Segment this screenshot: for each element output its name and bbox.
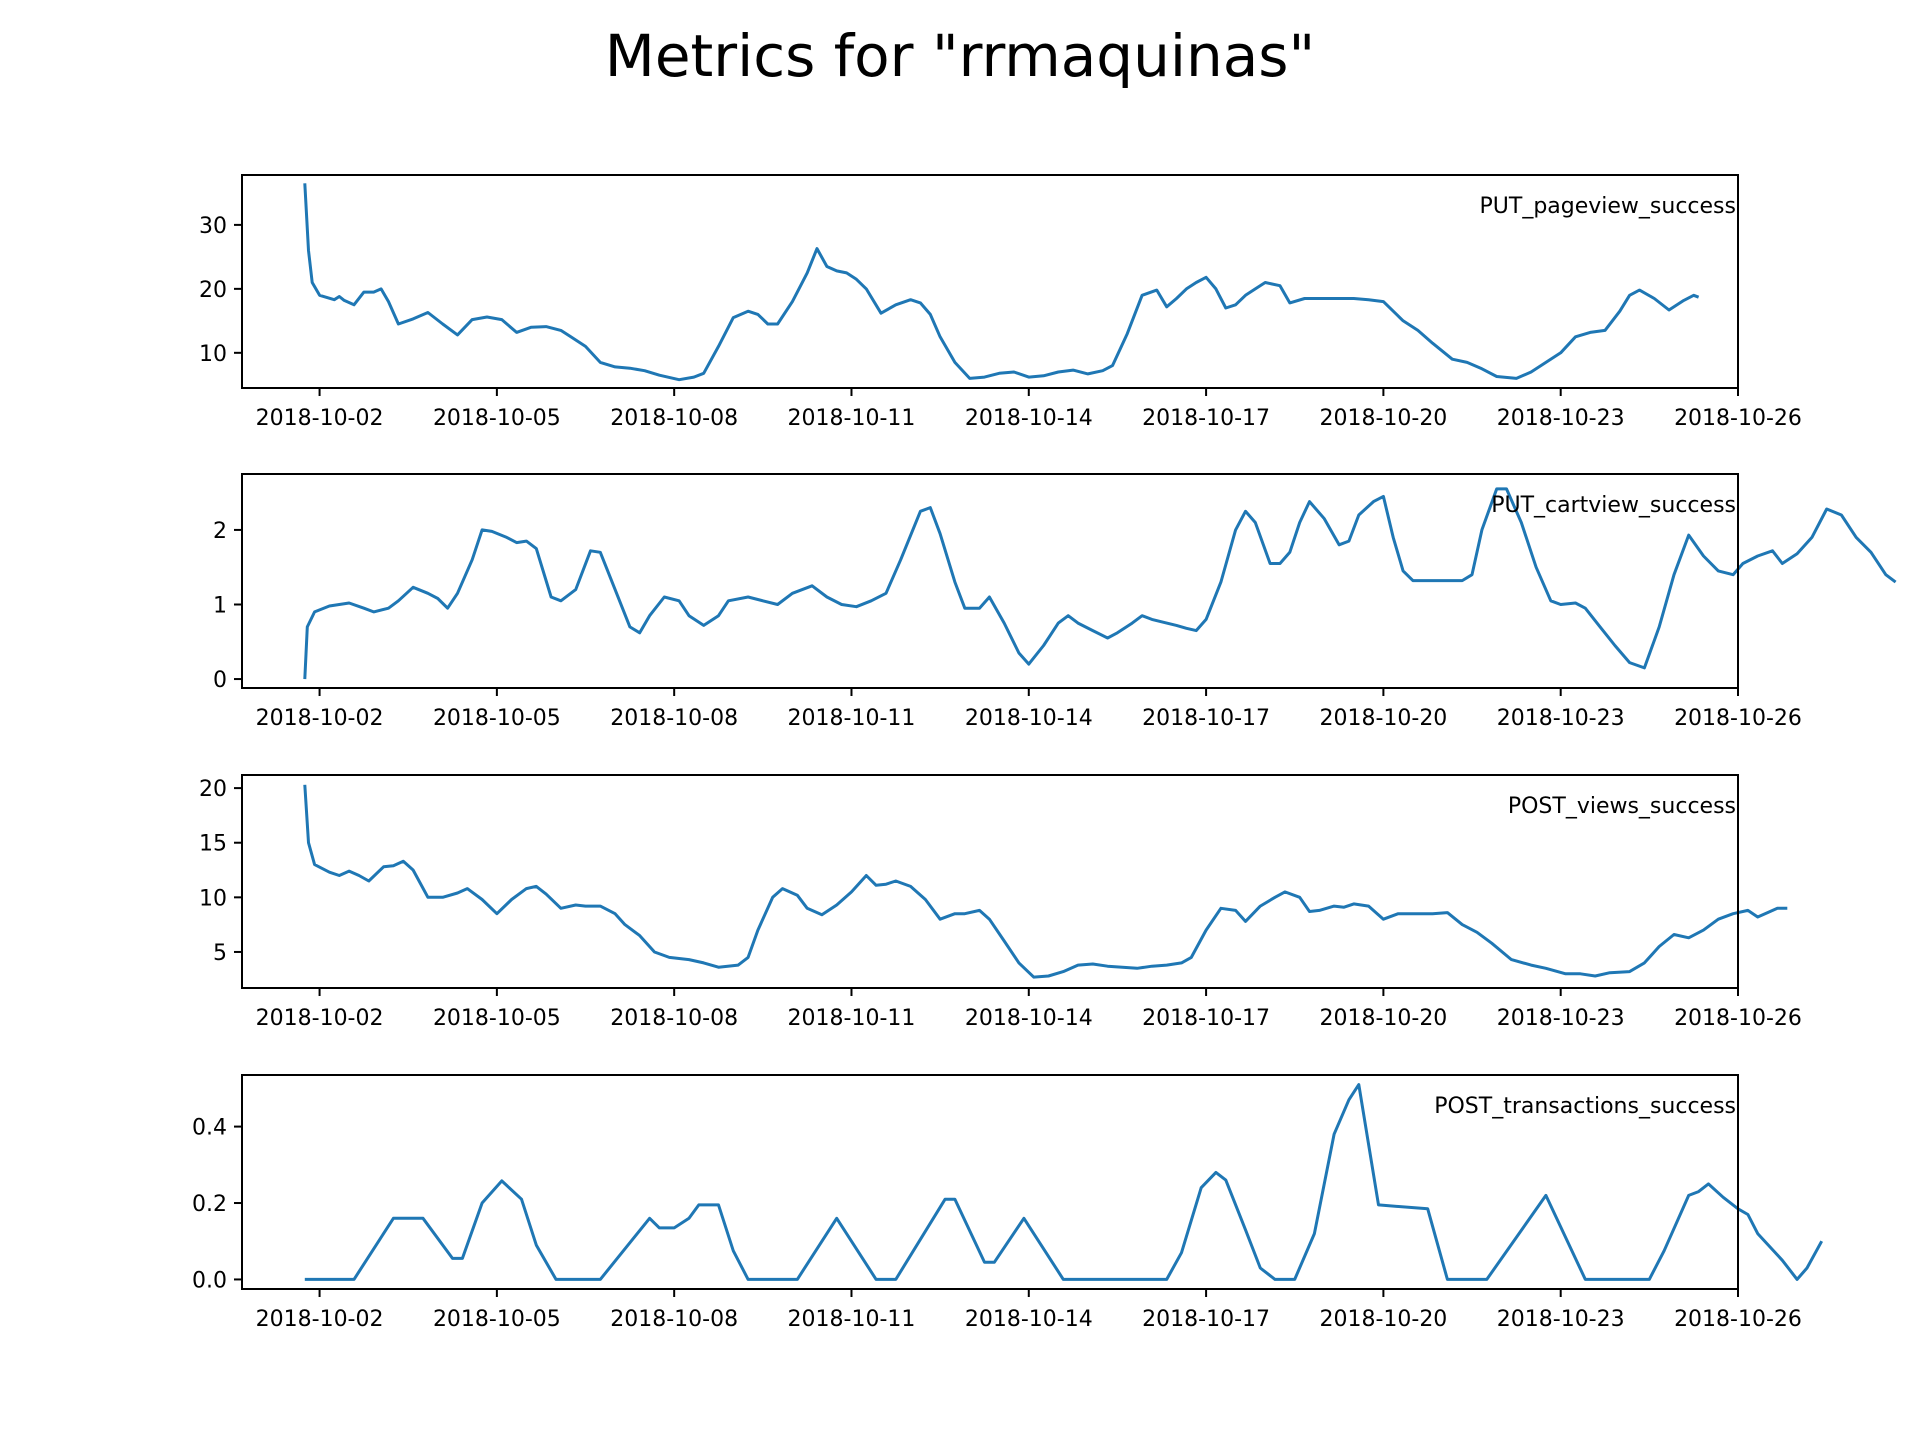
- x-tick-label: 2018-10-08: [610, 406, 738, 431]
- y-tick-label: 10: [199, 886, 227, 911]
- y-tick-label: 0.4: [192, 1116, 227, 1141]
- x-tick-label: 2018-10-05: [433, 706, 561, 731]
- y-tick-label: 0.2: [192, 1192, 227, 1217]
- series-label-post-views-success: POST_views_success: [1508, 794, 1736, 819]
- x-tick-label: 2018-10-08: [610, 706, 738, 731]
- x-tick-label: 2018-10-20: [1319, 406, 1447, 431]
- x-tick-label: 2018-10-23: [1497, 406, 1625, 431]
- series-line-put-cartview-success: [303, 487, 1897, 680]
- x-tick-label: 2018-10-05: [433, 1006, 561, 1031]
- x-tick-label: 2018-10-17: [1142, 1006, 1270, 1031]
- x-tick-label: 2018-10-11: [788, 706, 916, 731]
- series-line-post-transactions-success: [304, 1083, 1824, 1281]
- axes-frame: [241, 473, 1739, 689]
- x-tick-label: 2018-10-20: [1319, 1006, 1447, 1031]
- x-tick-label: 2018-10-02: [256, 406, 384, 431]
- x-tick-label: 2018-10-02: [256, 1006, 384, 1031]
- x-tick-label: 2018-10-20: [1319, 706, 1447, 731]
- x-tick-label: 2018-10-23: [1497, 706, 1625, 731]
- x-tick-label: 2018-10-11: [788, 1307, 916, 1332]
- x-tick-label: 2018-10-14: [965, 1307, 1093, 1332]
- series-line-post-views-success: [303, 784, 1788, 979]
- x-tick-label: 2018-10-08: [610, 1006, 738, 1031]
- y-tick-label: 0.0: [192, 1268, 227, 1293]
- y-tick-label: 0: [213, 668, 227, 693]
- y-tick-label: 30: [199, 214, 227, 239]
- y-tick-label: 5: [213, 941, 227, 966]
- y-tick-label: 10: [199, 342, 227, 367]
- x-tick-label: 2018-10-17: [1142, 1307, 1270, 1332]
- x-tick-label: 2018-10-23: [1497, 1006, 1625, 1031]
- x-tick-label: 2018-10-26: [1674, 406, 1802, 431]
- y-tick-label: 2: [213, 519, 227, 544]
- x-tick-label: 2018-10-02: [256, 1307, 384, 1332]
- x-tick-label: 2018-10-14: [965, 706, 1093, 731]
- y-tick-label: 1: [213, 593, 227, 618]
- x-tick-label: 2018-10-20: [1319, 1307, 1447, 1332]
- axes-frame: [241, 774, 1739, 989]
- x-tick-label: 2018-10-14: [965, 406, 1093, 431]
- panel-put-cartview-success: 2018-10-02 2018-10-05 2018-10-08 2018-10-11…: [213, 473, 1897, 731]
- series-label-put-pageview-success: PUT_pageview_success: [1480, 194, 1736, 219]
- x-tick-label: 2018-10-02: [256, 706, 384, 731]
- x-tick-label: 2018-10-11: [788, 406, 916, 431]
- x-tick-label: 2018-10-05: [433, 406, 561, 431]
- y-tick-label: 20: [199, 777, 227, 802]
- x-tick-label: 2018-10-05: [433, 1307, 561, 1332]
- series-line-put-pageview-success: [303, 183, 1700, 382]
- x-tick-label: 2018-10-26: [1674, 706, 1802, 731]
- x-tick-label: 2018-10-14: [965, 1006, 1093, 1031]
- panel-put-pageview-success: 2018-10-02 2018-10-05 2018-10-08 2018-10-11…: [199, 174, 1802, 431]
- x-tick-label: 2018-10-17: [1142, 706, 1270, 731]
- axes-frame: [241, 174, 1739, 389]
- series-label-put-cartview-success: PUT_cartview_success: [1491, 493, 1736, 518]
- chart-title: Metrics for "rrmaquinas": [604, 22, 1316, 90]
- panel-post-transactions-success: 2018-10-02 2018-10-05 2018-10-08 2018-10-11…: [192, 1074, 1824, 1332]
- x-tick-label: 2018-10-26: [1674, 1307, 1802, 1332]
- x-tick-label: 2018-10-23: [1497, 1307, 1625, 1332]
- x-tick-label: 2018-10-26: [1674, 1006, 1802, 1031]
- x-tick-label: 2018-10-11: [788, 1006, 916, 1031]
- x-tick-label: 2018-10-17: [1142, 406, 1270, 431]
- panel-post-views-success: 2018-10-02 2018-10-05 2018-10-08 2018-10-11…: [199, 774, 1802, 1031]
- y-tick-label: 20: [199, 278, 227, 303]
- y-tick-label: 15: [199, 832, 227, 857]
- series-label-post-transactions-success: POST_transactions_success: [1434, 1094, 1736, 1119]
- x-tick-label: 2018-10-08: [610, 1307, 738, 1332]
- axes-frame: [241, 1074, 1739, 1290]
